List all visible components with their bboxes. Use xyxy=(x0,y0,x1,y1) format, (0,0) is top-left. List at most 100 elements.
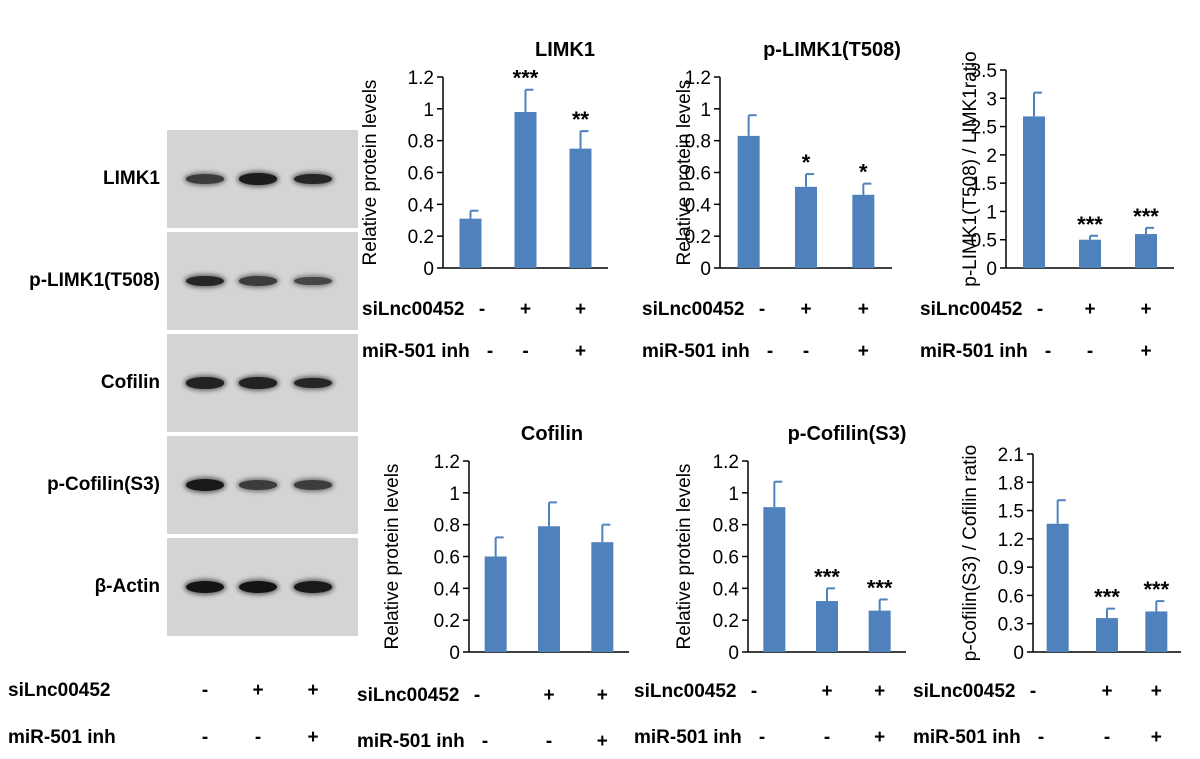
condition-sign: + xyxy=(1151,727,1162,748)
bar xyxy=(852,194,875,268)
bar xyxy=(763,507,786,652)
y-tick-label: 1 xyxy=(986,202,997,223)
significance-label: *** xyxy=(1077,212,1103,237)
condition-sign: - xyxy=(751,681,757,702)
condition-sign: - xyxy=(546,731,552,752)
condition-label: miR-501 inh xyxy=(357,731,465,752)
blot-band xyxy=(186,174,224,184)
bar xyxy=(538,526,560,652)
y-tick-label: 0.9 xyxy=(998,558,1024,579)
condition-sign: + xyxy=(1084,299,1095,320)
y-tick-label: 1 xyxy=(449,484,460,505)
blot-row-label: p-Cofilin(S3) xyxy=(47,474,160,495)
y-tick-label: 3.5 xyxy=(971,61,997,82)
condition-sign: - xyxy=(759,299,765,320)
condition-sign: - xyxy=(482,731,488,752)
blot-band xyxy=(186,479,224,491)
bar xyxy=(795,186,817,268)
y-tick-label: 2.1 xyxy=(998,445,1024,466)
condition-label: siLnc00452 xyxy=(642,299,744,320)
blot-condition-sign: + xyxy=(252,680,264,701)
blot-row-label: p-LIMK1(T508) xyxy=(29,270,160,291)
significance-label: *** xyxy=(1094,585,1120,610)
blot-band xyxy=(294,173,332,185)
condition-label: miR-501 inh xyxy=(634,727,742,748)
y-tick-label: 0.2 xyxy=(713,611,739,632)
y-tick-label: 0.2 xyxy=(408,227,434,248)
condition-sign: - xyxy=(1087,341,1093,362)
y-axis-label: Relative protein levels xyxy=(382,464,403,650)
blot-image xyxy=(167,334,358,432)
blot-condition-label: miR-501 inh xyxy=(8,727,116,748)
y-tick-label: 0 xyxy=(423,259,434,280)
blot-row-label: Cofilin xyxy=(100,372,160,393)
blot-band xyxy=(239,377,277,389)
y-tick-label: 1.2 xyxy=(434,452,460,473)
condition-sign: + xyxy=(1101,681,1112,702)
blot-condition-label: siLnc00452 xyxy=(8,680,111,701)
condition-sign: + xyxy=(597,731,608,752)
condition-sign: + xyxy=(520,299,531,320)
y-tick-label: 1 xyxy=(728,484,739,505)
y-axis-label: Relative protein levels xyxy=(674,80,695,266)
bar xyxy=(484,556,507,652)
condition-label: siLnc00452 xyxy=(920,299,1022,320)
condition-sign: - xyxy=(767,341,773,362)
y-tick-label: 0.4 xyxy=(685,195,712,216)
significance-label: ** xyxy=(572,107,590,132)
blot-condition-sign: - xyxy=(201,727,209,748)
condition-sign: + xyxy=(575,341,586,362)
bar xyxy=(1145,611,1168,652)
y-tick-label: 1 xyxy=(700,100,711,121)
condition-sign: + xyxy=(597,685,608,706)
condition-sign: - xyxy=(1037,299,1043,320)
blot-condition-sign: + xyxy=(307,680,319,701)
blot-image xyxy=(167,538,358,636)
chart-title: LIMK1 xyxy=(535,39,595,61)
bar xyxy=(868,610,891,652)
y-tick-label: 1 xyxy=(423,100,434,121)
y-tick-label: 1.5 xyxy=(971,174,997,195)
blot-row-label: LIMK1 xyxy=(103,168,160,189)
y-axis-label: p-Cofilin(S3) / Cofilin ratio xyxy=(960,445,981,661)
y-tick-label: 0.3 xyxy=(998,615,1024,636)
chart-title: Cofilin xyxy=(521,423,583,445)
y-tick-label: 0.8 xyxy=(713,516,739,537)
condition-sign: - xyxy=(1104,727,1110,748)
bar xyxy=(1135,234,1157,268)
blot-band xyxy=(239,480,277,490)
blot-band xyxy=(239,173,277,185)
condition-sign: - xyxy=(824,727,830,748)
significance-label: *** xyxy=(1143,577,1169,602)
y-tick-label: 0 xyxy=(449,643,460,664)
condition-sign: - xyxy=(759,727,765,748)
condition-sign: - xyxy=(1045,341,1051,362)
y-tick-label: 0 xyxy=(728,643,739,664)
blot-row-label: β-Actin xyxy=(94,576,160,597)
condition-sign: + xyxy=(858,341,869,362)
bar xyxy=(1046,523,1069,652)
condition-sign: - xyxy=(1030,681,1036,702)
blot-band xyxy=(294,581,332,593)
y-tick-label: 0.6 xyxy=(998,586,1024,607)
significance-label: *** xyxy=(867,575,893,600)
y-tick-label: 0.8 xyxy=(408,132,434,153)
significance-label: *** xyxy=(814,564,840,589)
y-tick-label: 3 xyxy=(986,89,997,110)
y-tick-label: 2 xyxy=(986,146,997,167)
blot-band xyxy=(294,480,332,490)
y-tick-label: 0.2 xyxy=(434,611,460,632)
y-tick-label: 0.8 xyxy=(685,132,711,153)
condition-sign: + xyxy=(858,299,869,320)
blot-band xyxy=(294,377,332,389)
bar xyxy=(1079,239,1101,268)
condition-label: miR-501 inh xyxy=(920,341,1028,362)
condition-label: siLnc00452 xyxy=(634,681,736,702)
y-axis-label: Relative protein levels xyxy=(360,80,381,266)
condition-sign: - xyxy=(474,685,480,706)
blot-band xyxy=(294,276,332,286)
condition-label: siLnc00452 xyxy=(357,685,459,706)
blot-image xyxy=(167,232,358,330)
significance-label: * xyxy=(802,150,811,175)
